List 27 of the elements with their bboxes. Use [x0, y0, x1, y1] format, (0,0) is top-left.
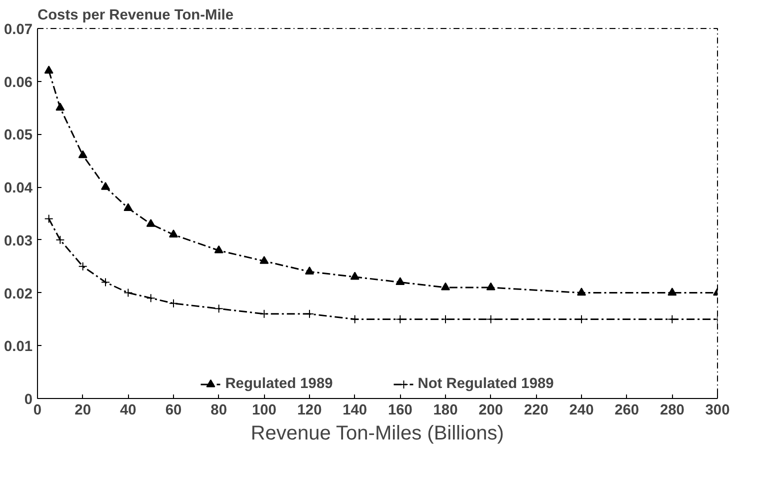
x-tick-label: 40 [120, 402, 136, 418]
x-tick-label: 80 [210, 402, 227, 418]
x-tick-label: 300 [705, 402, 730, 418]
y-tick-label: 0.03 [4, 233, 33, 250]
x-tick-label: 100 [252, 402, 276, 418]
legend-label: Not Regulated 1989 [418, 376, 554, 392]
y-tick-label: 0.01 [4, 339, 33, 356]
y-tick-label: 0.07 [4, 22, 33, 38]
y-tick-label: 0.04 [4, 180, 34, 197]
x-tick-label: 20 [74, 402, 91, 418]
x-tick-label: 280 [660, 402, 684, 418]
chart-title: Costs per Revenue Ton-Mile [38, 8, 234, 24]
y-tick-label: 0 [24, 392, 33, 408]
x-tick-label: 120 [297, 402, 322, 418]
x-tick-label: 260 [614, 402, 640, 418]
x-tick-label: 200 [478, 402, 504, 418]
y-tick-label: 0.02 [4, 286, 33, 302]
y-tick-label: 0.06 [4, 74, 33, 91]
x-tick-label: 180 [433, 402, 458, 418]
x-tick-label: 160 [388, 402, 412, 418]
x-tick-label: 240 [569, 402, 594, 418]
x-axis-title: Revenue Ton-Miles (Billions) [250, 422, 504, 444]
x-tick-label: 220 [524, 402, 548, 418]
y-tick-label: 0.05 [4, 128, 33, 144]
x-tick-label: 60 [165, 402, 182, 418]
x-tick-label: 140 [342, 402, 368, 418]
legend-label: Regulated 1989 [225, 376, 333, 392]
